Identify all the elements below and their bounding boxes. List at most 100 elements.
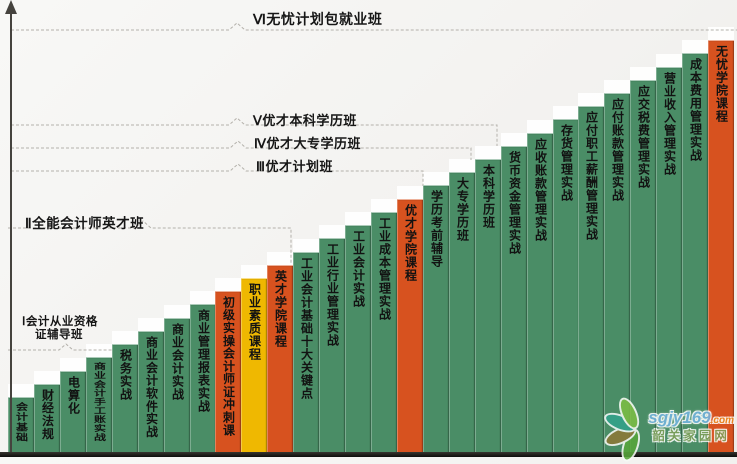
course-bar-7: 商业会计实战 xyxy=(164,318,190,454)
course-bar-label: 本科学历班 xyxy=(481,164,496,229)
course-bar-16: 优才学院课程 xyxy=(397,199,423,454)
course-bar-19: 本科学历班 xyxy=(475,159,501,454)
course-bar-label: 电算化 xyxy=(66,376,81,415)
course-bar-label: 初级实操会计师证冲刺课 xyxy=(221,296,236,437)
step-highlight xyxy=(293,239,319,252)
level-label-1-line1: Ⅰ会计从业资格 xyxy=(22,316,98,328)
course-bar-label: 应收账款管理实战 xyxy=(533,138,548,242)
course-bar-26: 营业收入管理实战 xyxy=(656,67,682,454)
course-bar-label: 工业行业管理实战 xyxy=(325,243,340,347)
course-bar-12: 工业会计基础十大关键点 xyxy=(293,252,319,454)
step-highlight xyxy=(8,384,34,397)
step-highlight xyxy=(578,93,604,106)
level-label-2: Ⅱ全能会计师英才班 xyxy=(25,216,145,231)
course-bar-22: 存货管理实战 xyxy=(553,119,579,454)
level-label-1: Ⅰ会计从业资格 证辅导班 xyxy=(22,316,98,342)
course-bar-21: 应收账款管理实战 xyxy=(527,133,553,454)
course-bar-label: 营业收入管理实战 xyxy=(662,72,677,176)
course-bar-label: 商业会计软件实战 xyxy=(144,336,159,439)
step-highlight xyxy=(345,212,371,225)
course-bar-25: 应交税费管理实战 xyxy=(630,80,656,454)
course-bar-5: 税务实战 xyxy=(112,344,138,454)
step-highlight xyxy=(34,371,60,384)
course-bar-10: 职业素质课程 xyxy=(241,278,267,454)
step-highlight xyxy=(423,172,449,185)
watermark-sitename: 韶关家园网 xyxy=(652,428,730,443)
step-highlight xyxy=(501,133,527,146)
course-bar-label: 存货管理实战 xyxy=(559,124,574,202)
level-label-4: Ⅳ优才大专学历班 xyxy=(254,136,361,151)
step-highlight xyxy=(449,159,475,172)
level-label-6: Ⅵ无忧计划包就业班 xyxy=(253,11,383,27)
course-bar-label: 应付职工薪酬管理实战 xyxy=(584,111,599,241)
course-bar-8: 商业管理报表实战 xyxy=(190,304,216,454)
step-highlight xyxy=(604,80,630,93)
course-bar-label: 英才学院课程 xyxy=(273,270,288,348)
baseline-strip xyxy=(0,452,737,457)
step-highlight xyxy=(112,331,138,344)
flower-logo-icon xyxy=(601,394,648,464)
course-bar-label: 工业会计基础十大关键点 xyxy=(299,257,314,400)
course-bar-14: 工业会计实战 xyxy=(345,225,371,454)
course-bar-label: 商业会计手工账实战 xyxy=(92,362,107,442)
course-bar-23: 应付职工薪酬管理实战 xyxy=(578,106,604,454)
course-bar-label: 工业成本管理实战 xyxy=(377,217,392,321)
course-bar-18: 大专学历班 xyxy=(449,172,475,454)
step-highlight xyxy=(553,106,579,119)
course-bar-label: 应付账款管理实战 xyxy=(610,98,625,202)
course-bar-2: 财经法规 xyxy=(34,384,60,454)
level-label-5: Ⅴ优才本科学历班 xyxy=(253,113,357,128)
step-highlight xyxy=(656,54,682,67)
course-bar-15: 工业成本管理实战 xyxy=(371,212,397,454)
course-bar-24: 应付账款管理实战 xyxy=(604,93,630,454)
watermark-site: sgjy169 xyxy=(648,408,711,428)
step-highlight xyxy=(241,265,267,278)
course-bar-label: 财经法规 xyxy=(40,389,55,441)
step-highlight xyxy=(397,186,423,199)
step-highlight xyxy=(164,305,190,318)
step-highlight xyxy=(215,278,241,291)
course-bar-1: 会计基础 xyxy=(8,397,34,454)
level-label-3: Ⅲ优才计划班 xyxy=(256,159,333,174)
course-bar-label: 优才学院课程 xyxy=(403,204,418,282)
step-highlight xyxy=(475,146,501,159)
watermark-tld: .com xyxy=(710,415,734,427)
y-axis-line xyxy=(10,13,12,452)
step-highlight xyxy=(371,199,397,212)
course-bar-20: 货币资金管理实战 xyxy=(501,146,527,454)
course-bar-9: 初级实操会计师证冲刺课 xyxy=(215,291,241,454)
course-bar-label: 货币资金管理实战 xyxy=(507,151,522,255)
course-bar-label: 成本费用管理实战 xyxy=(688,58,703,162)
step-highlight xyxy=(138,318,164,331)
course-bar-28: 无忧学院课程 xyxy=(708,40,734,454)
course-bar-label: 职业素质课程 xyxy=(247,283,262,361)
course-bar-label: 税务实战 xyxy=(118,349,133,401)
watermark-url: sgjy169.com xyxy=(648,409,734,428)
course-bar-label: 大专学历班 xyxy=(455,177,470,242)
step-highlight xyxy=(527,120,553,133)
course-bar-label: 商业会计实战 xyxy=(170,323,185,401)
course-bar-label: 无忧学院课程 xyxy=(714,45,729,123)
course-bar-4: 商业会计手工账实战 xyxy=(86,357,112,454)
course-bar-label: 会计基础 xyxy=(14,402,29,443)
course-bar-label: 商业管理报表实战 xyxy=(196,309,211,413)
step-highlight xyxy=(682,40,708,53)
course-bar-label: 应交税费管理实战 xyxy=(636,85,651,189)
course-bar-13: 工业行业管理实战 xyxy=(319,238,345,454)
step-highlight xyxy=(319,225,345,238)
course-bar-17: 学历考前辅导 xyxy=(423,185,449,454)
step-highlight xyxy=(190,291,216,304)
y-axis-arrow-icon xyxy=(5,0,17,14)
course-bar-27: 成本费用管理实战 xyxy=(682,53,708,454)
course-bar-11: 英才学院课程 xyxy=(267,265,293,454)
watermark: sgjy169.com 韶关家园网 xyxy=(601,394,734,464)
watermark-text: sgjy169.com 韶关家园网 xyxy=(648,409,734,443)
step-highlight xyxy=(60,358,86,371)
step-highlight xyxy=(630,67,656,80)
course-bar-label: 工业会计实战 xyxy=(351,230,366,308)
level-label-1-line2: 证辅导班 xyxy=(35,329,83,341)
course-bar-6: 商业会计软件实战 xyxy=(138,331,164,454)
